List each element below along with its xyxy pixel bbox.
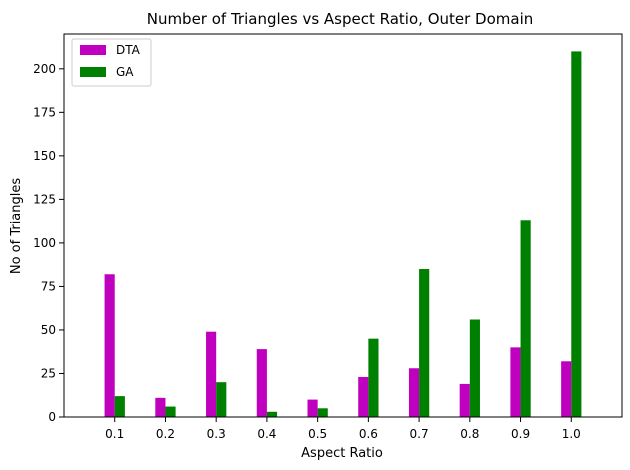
bar-dta-0.6 [358,376,369,417]
bar-ga-0.3 [216,382,227,417]
x-tick-label-0.1: 0.1 [105,427,124,441]
bar-ga-0.6 [368,338,379,417]
y-tick-label-50: 50 [41,323,56,337]
bar-dta-0.1 [104,274,115,417]
bar-dta-0.2 [155,397,166,417]
bar-dta-0.3 [206,331,217,417]
chart-title: Number of Triangles vs Aspect Ratio, Out… [147,10,534,28]
legend-label-ga: GA [116,65,134,79]
y-tick-label-0: 0 [48,410,56,424]
bar-ga-0.9 [520,220,531,417]
x-axis-label: Aspect Ratio [301,446,383,461]
plot-frame [63,33,623,418]
x-tick-label-0.9: 0.9 [511,427,530,441]
bar-dta-0.4 [256,349,267,417]
y-axis: 0 25 50 75 100 125 150 175 200 [33,62,64,424]
bar-dta-0.7 [408,368,420,417]
bar-dta-0.5 [307,399,318,417]
bar-ga-0.1 [114,396,125,417]
x-tick-label-0.4: 0.4 [257,427,276,441]
bar-ga-1.0 [571,51,582,417]
x-tick-label-0.7: 0.7 [410,427,429,441]
plot-area [63,33,623,418]
bar-dta-1.0 [561,361,572,417]
y-axis-label: No of Triangles [9,178,24,275]
x-axis: 0.1 0.2 0.3 0.4 0.5 0.6 0.7 0.8 0.9 1.0 [105,417,581,441]
y-tick-label-175: 175 [33,105,56,119]
bar-dta-0.8 [459,383,470,417]
x-tick-label-0.8: 0.8 [460,427,479,441]
x-tick-label-1.0: 1.0 [562,427,581,441]
y-tick-label-200: 200 [33,62,56,76]
x-tick-label-0.2: 0.2 [156,427,175,441]
y-tick-label-125: 125 [33,192,56,206]
y-tick-label-100: 100 [33,236,56,250]
y-tick-label-75: 75 [41,279,56,293]
legend-swatch-dta [80,45,106,55]
x-tick-label-0.3: 0.3 [207,427,226,441]
bar-ga-0.4 [266,411,278,417]
legend: DTA GA [71,38,152,87]
y-tick-label-25: 25 [41,366,56,380]
legend-swatch-ga [80,67,106,77]
bar-ga-0.5 [317,408,328,417]
x-tick-label-0.5: 0.5 [308,427,327,441]
bar-dta-0.9 [510,347,521,417]
y-tick-label-150: 150 [33,149,56,163]
bar-ga-0.7 [419,269,430,417]
x-tick-label-0.6: 0.6 [359,427,378,441]
legend-label-dta: DTA [116,43,141,57]
bar-ga-0.2 [165,406,176,417]
bars-layer [104,51,582,417]
bar-ga-0.8 [469,319,480,417]
